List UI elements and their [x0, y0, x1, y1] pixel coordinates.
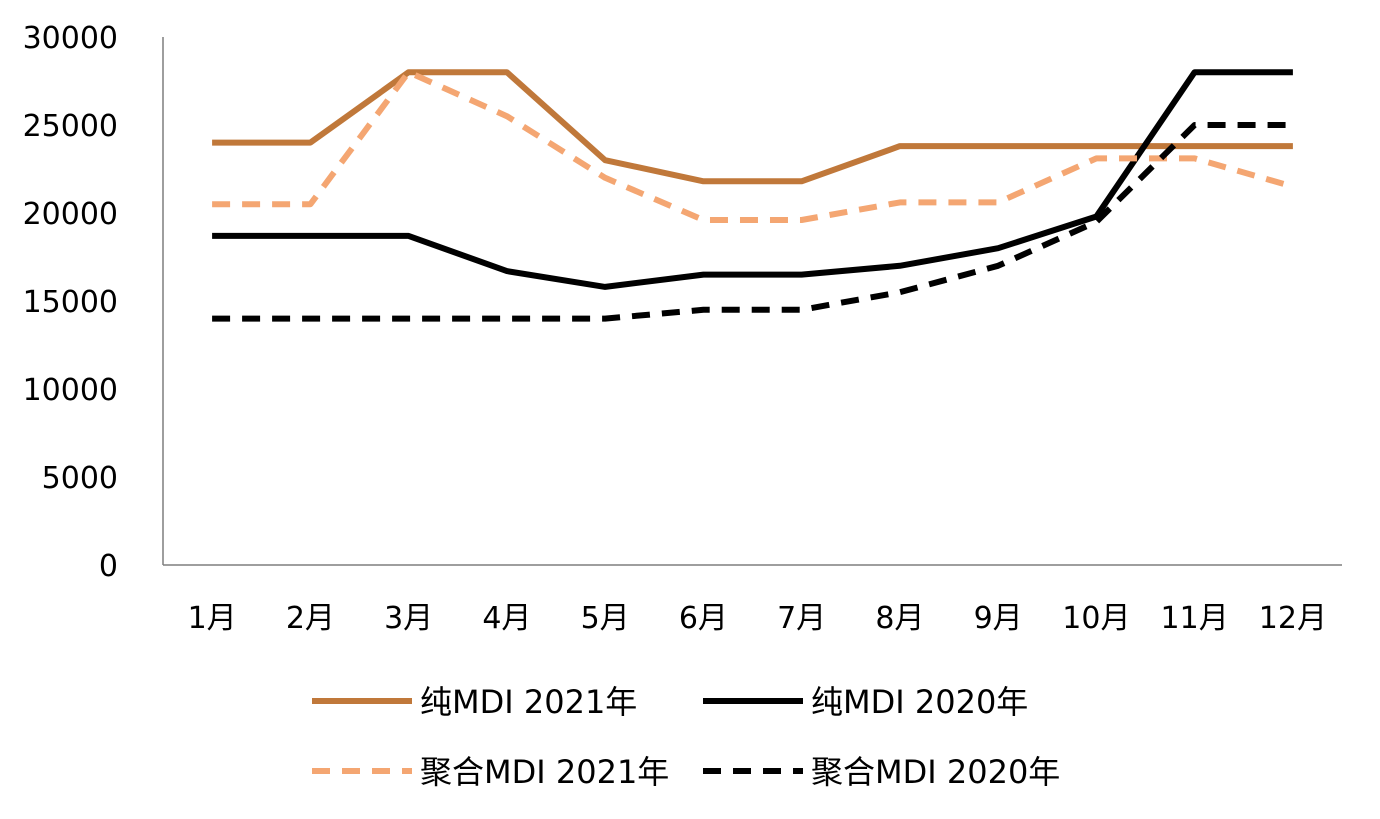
x-tick-label: 5月	[581, 601, 630, 636]
x-axis-ticks: 1月 2月 3月 4月 5月 6月 7月 8月 9月 10月 11月 12月	[188, 601, 1327, 636]
y-axis-ticks: 0 5000 10000 15000 20000 25000 30000	[23, 21, 118, 584]
series-line	[212, 69, 1294, 223]
legend-label: 纯MDI 2020年	[811, 683, 1028, 721]
x-tick-label: 7月	[777, 601, 826, 636]
x-tick-label: 1月	[188, 601, 237, 636]
y-tick-label: 10000	[23, 373, 118, 408]
x-tick-label: 12月	[1259, 601, 1327, 636]
x-tick-label: 6月	[679, 601, 728, 636]
legend-label: 纯MDI 2021年	[420, 683, 637, 721]
y-tick-label: 15000	[23, 285, 118, 320]
y-tick-label: 5000	[42, 461, 118, 496]
y-tick-label: 25000	[23, 109, 118, 144]
x-tick-label: 8月	[875, 601, 924, 636]
legend-item: 聚合MDI 2020年	[703, 753, 1060, 791]
y-tick-label: 30000	[23, 21, 118, 56]
axes	[162, 37, 1342, 566]
y-tick-label: 0	[99, 549, 118, 584]
legend-item: 纯MDI 2020年	[703, 683, 1028, 721]
x-tick-label: 4月	[482, 601, 531, 636]
x-tick-label: 2月	[286, 601, 335, 636]
series-line	[212, 69, 1293, 290]
series-line	[212, 122, 1293, 322]
legend-label: 聚合MDI 2020年	[811, 753, 1060, 791]
series-lines	[212, 69, 1294, 322]
x-tick-label: 3月	[384, 601, 433, 636]
legend-item: 聚合MDI 2021年	[312, 753, 669, 791]
legend-item: 纯MDI 2021年	[312, 683, 637, 721]
legend-label: 聚合MDI 2021年	[420, 753, 669, 791]
series-line	[212, 69, 1293, 185]
y-tick-label: 20000	[23, 197, 118, 232]
x-tick-label: 9月	[974, 601, 1023, 636]
x-tick-label: 11月	[1161, 601, 1229, 636]
x-tick-label: 10月	[1062, 601, 1130, 636]
